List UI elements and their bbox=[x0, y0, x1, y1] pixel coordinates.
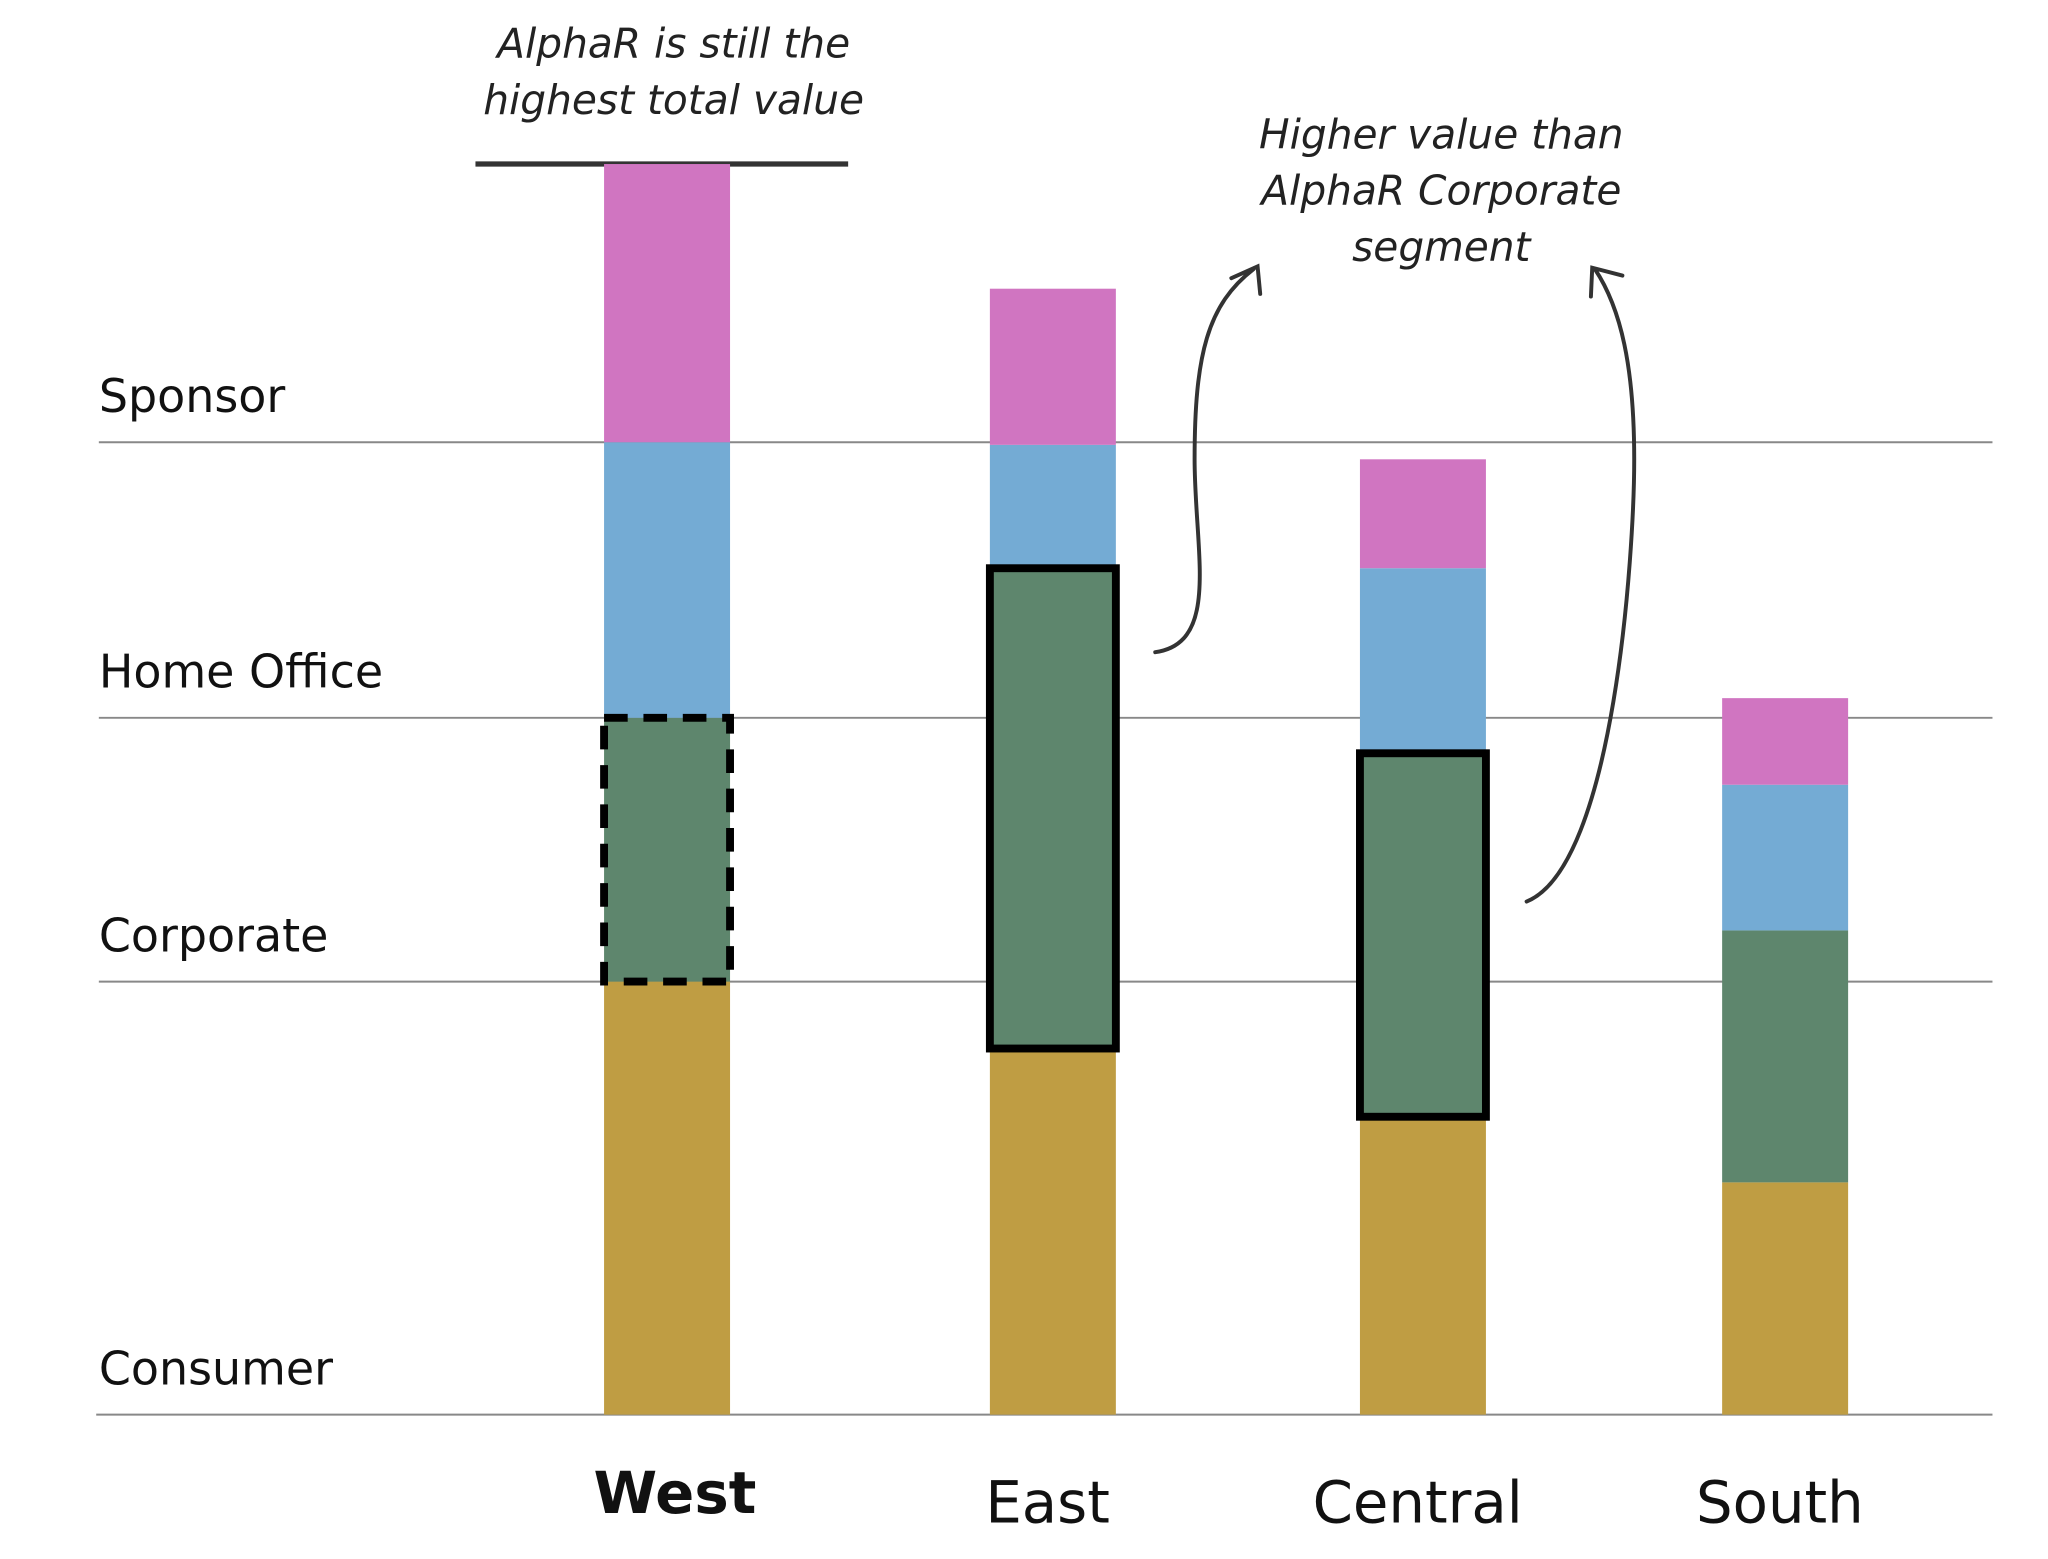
bar-segment bbox=[1359, 459, 1486, 569]
row-label: Sponsor bbox=[99, 369, 286, 423]
row-label: Consumer bbox=[99, 1341, 333, 1395]
annotation: highest total value bbox=[483, 76, 864, 124]
bar-segment bbox=[1722, 784, 1849, 931]
bar-segment bbox=[1722, 698, 1849, 785]
annotation: segment bbox=[1352, 223, 1532, 271]
bar-segment bbox=[604, 717, 731, 982]
bar-segment bbox=[604, 981, 731, 1415]
bar-segment bbox=[1359, 753, 1486, 1117]
bar-segment bbox=[1722, 930, 1849, 1183]
arrow bbox=[1153, 267, 1256, 655]
bar-segment bbox=[1359, 1116, 1486, 1415]
x-tick-label: South bbox=[1696, 1468, 1864, 1536]
bar-segment bbox=[989, 444, 1116, 569]
annotation: AlphaR Corporate bbox=[1258, 167, 1621, 215]
arrow-head bbox=[1588, 265, 1625, 299]
highlight-outline bbox=[600, 713, 734, 986]
bar-segment bbox=[604, 442, 731, 718]
arrow bbox=[1524, 267, 1637, 904]
row-label: Home Office bbox=[99, 645, 383, 699]
row-label: Corporate bbox=[99, 908, 329, 962]
bar-segment bbox=[604, 164, 731, 443]
x-tick-label: West bbox=[594, 1459, 757, 1527]
annotation: AlphaR is still the bbox=[494, 20, 850, 68]
arrows bbox=[1153, 263, 1637, 904]
bar-segment bbox=[989, 568, 1116, 1049]
bar-segment bbox=[989, 288, 1116, 445]
highlight-outline bbox=[985, 564, 1120, 1053]
x-tick-label: East bbox=[985, 1468, 1110, 1536]
bar-segment bbox=[989, 1048, 1116, 1415]
bar-segment bbox=[1359, 568, 1486, 754]
bar-segment bbox=[1722, 1182, 1849, 1415]
annotation: Higher value than bbox=[1259, 110, 1624, 158]
highlight-outline bbox=[1356, 749, 1490, 1121]
arrow-head bbox=[1229, 263, 1263, 296]
x-tick-label: Central bbox=[1313, 1468, 1523, 1536]
